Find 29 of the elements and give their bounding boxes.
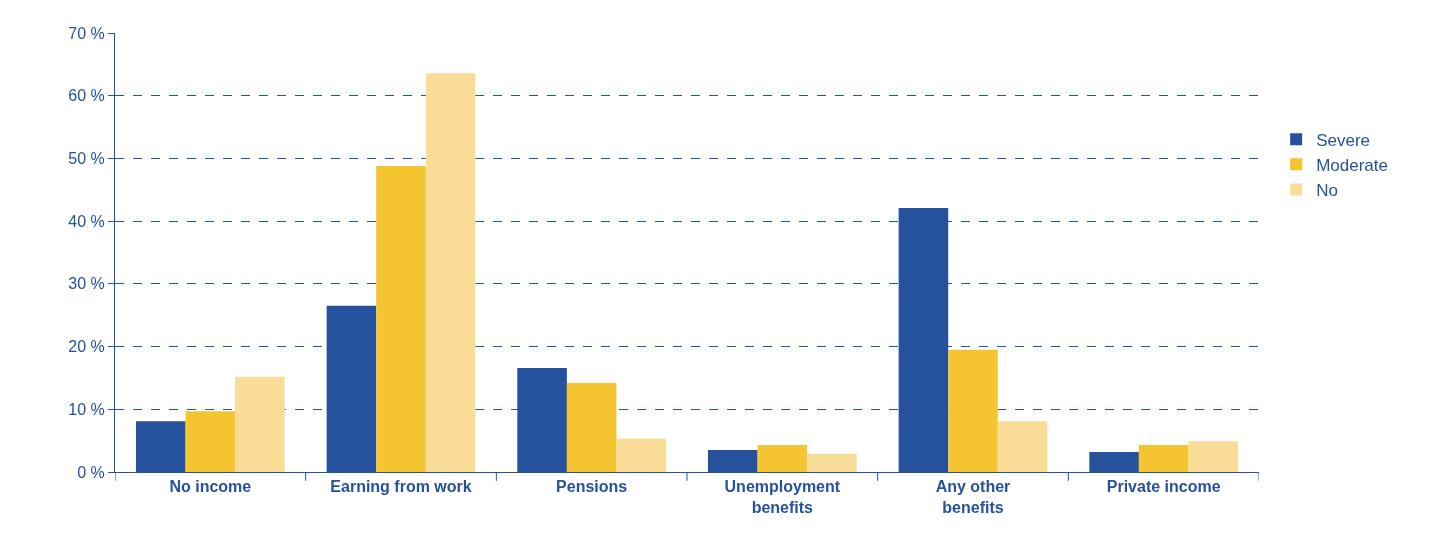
bar: [235, 376, 285, 472]
bar: [997, 421, 1048, 472]
y-tick-label: 30 %: [68, 275, 105, 293]
y-tick-label: 70 %: [68, 24, 105, 42]
bar: [425, 73, 476, 472]
bar: [948, 349, 998, 472]
legend-label: Severe: [1316, 130, 1371, 150]
x-tick-label: Earning from work: [330, 478, 472, 496]
y-tick-label: 0 %: [77, 463, 105, 481]
y-tick-label: 20 %: [68, 338, 105, 356]
bar: [757, 445, 808, 472]
bar: [807, 453, 857, 472]
legend-label: Moderate: [1316, 155, 1388, 175]
x-tick-label: Private income: [1106, 478, 1221, 496]
y-tick-label: 60 %: [68, 87, 105, 105]
x-tick-label: Any other benefits: [935, 478, 1011, 516]
y-tick-label: 40 %: [68, 212, 105, 230]
bar: [376, 165, 426, 472]
legend-label: No: [1316, 181, 1338, 201]
bar: [185, 411, 236, 472]
bar: [566, 382, 617, 472]
x-tick-label: Pensions: [556, 478, 628, 496]
bar: [1188, 441, 1239, 472]
bar: [616, 438, 667, 472]
bar: [1138, 445, 1189, 472]
x-tick-label: Unemployment benefits: [724, 478, 841, 516]
x-tick-label: No income: [169, 478, 252, 496]
y-tick-label: 10 %: [68, 400, 105, 418]
y-tick-label: 50 %: [68, 150, 105, 168]
